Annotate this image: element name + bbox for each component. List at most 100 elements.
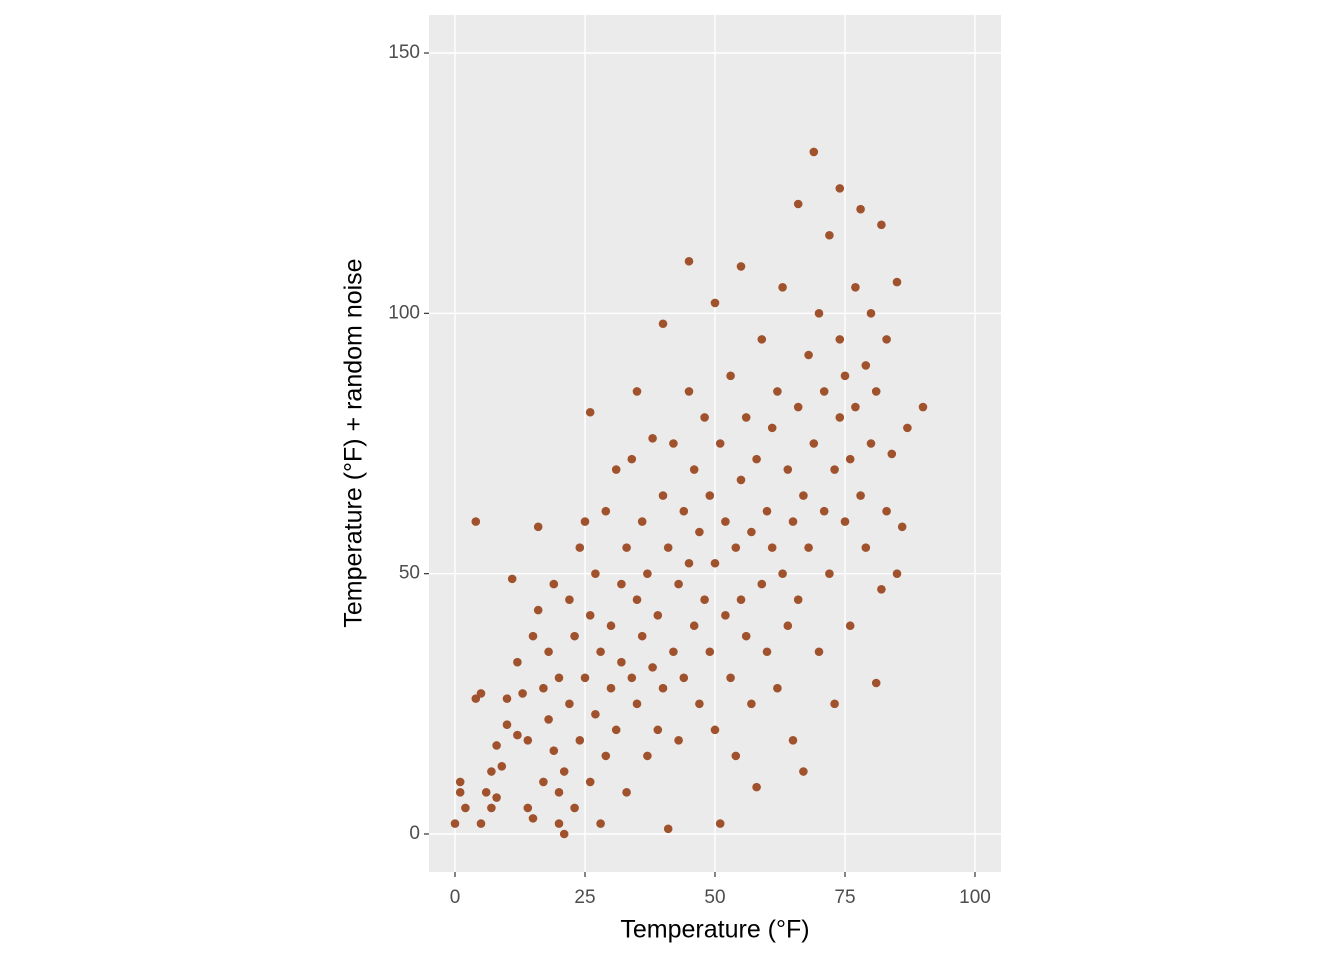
point [611, 725, 621, 735]
point [918, 402, 928, 412]
point [726, 371, 735, 381]
point [643, 569, 652, 578]
point [721, 611, 730, 620]
point [736, 262, 746, 271]
point [487, 803, 496, 813]
point [809, 147, 819, 157]
point [757, 335, 767, 344]
point [819, 506, 829, 516]
point [476, 819, 486, 828]
point [648, 663, 657, 672]
x-tick-label: 50 [704, 887, 725, 908]
point [549, 746, 559, 755]
y-axis-title: Temperature (°F) + random noise [340, 258, 368, 627]
point [513, 730, 522, 740]
point [637, 631, 647, 641]
point [539, 777, 548, 787]
point [845, 621, 855, 631]
point [731, 751, 741, 761]
point [809, 439, 819, 448]
point [715, 439, 725, 448]
point [674, 579, 683, 589]
point [757, 579, 767, 589]
point [819, 387, 829, 396]
point [887, 449, 897, 459]
point [700, 595, 709, 604]
point [601, 506, 611, 516]
point [731, 543, 741, 552]
point [669, 439, 678, 448]
point [554, 673, 564, 683]
point [788, 735, 798, 745]
point [705, 491, 715, 500]
point [861, 361, 871, 370]
point [747, 699, 756, 709]
point [710, 298, 720, 308]
point [585, 407, 595, 417]
point [726, 673, 735, 683]
point [767, 423, 777, 433]
point [653, 725, 663, 735]
point [523, 735, 533, 745]
point [528, 814, 538, 823]
point [783, 465, 793, 474]
point [461, 803, 470, 813]
point [752, 454, 761, 464]
point [502, 694, 512, 703]
point [554, 819, 564, 828]
point [585, 611, 595, 620]
point [679, 673, 689, 683]
point [544, 715, 553, 724]
point [892, 277, 902, 287]
point [591, 709, 600, 719]
point [736, 475, 746, 485]
point [793, 595, 803, 604]
point [663, 824, 673, 834]
point [835, 413, 845, 422]
point [601, 751, 611, 761]
point [689, 621, 699, 631]
point [871, 387, 881, 396]
point [455, 777, 465, 787]
point [528, 631, 538, 641]
point [710, 725, 720, 735]
point [825, 230, 834, 240]
point [747, 527, 756, 537]
point [565, 699, 574, 709]
point [762, 647, 772, 657]
point [736, 595, 746, 604]
point [476, 689, 486, 698]
point [684, 558, 694, 568]
point [669, 647, 678, 657]
point [450, 819, 460, 828]
point [559, 767, 569, 776]
point [606, 683, 616, 693]
point [830, 699, 839, 709]
point [627, 454, 637, 464]
point [851, 402, 860, 412]
point [513, 657, 522, 667]
point [455, 788, 465, 797]
point [721, 517, 730, 526]
point [575, 735, 585, 745]
point [487, 767, 496, 776]
point [695, 699, 704, 709]
point [658, 491, 668, 500]
point [835, 184, 845, 193]
point [741, 631, 751, 641]
point [835, 335, 845, 344]
point [502, 720, 512, 729]
point [632, 595, 642, 604]
point [653, 611, 663, 620]
point [658, 683, 668, 693]
point [793, 402, 803, 412]
point [596, 647, 605, 657]
x-tick-label: 0 [450, 887, 461, 908]
x-axis-title: Temperature (°F) [620, 916, 809, 944]
point [617, 657, 626, 667]
point [632, 699, 642, 709]
point [518, 689, 527, 698]
point [715, 819, 725, 828]
point [804, 543, 813, 552]
point [471, 517, 481, 526]
